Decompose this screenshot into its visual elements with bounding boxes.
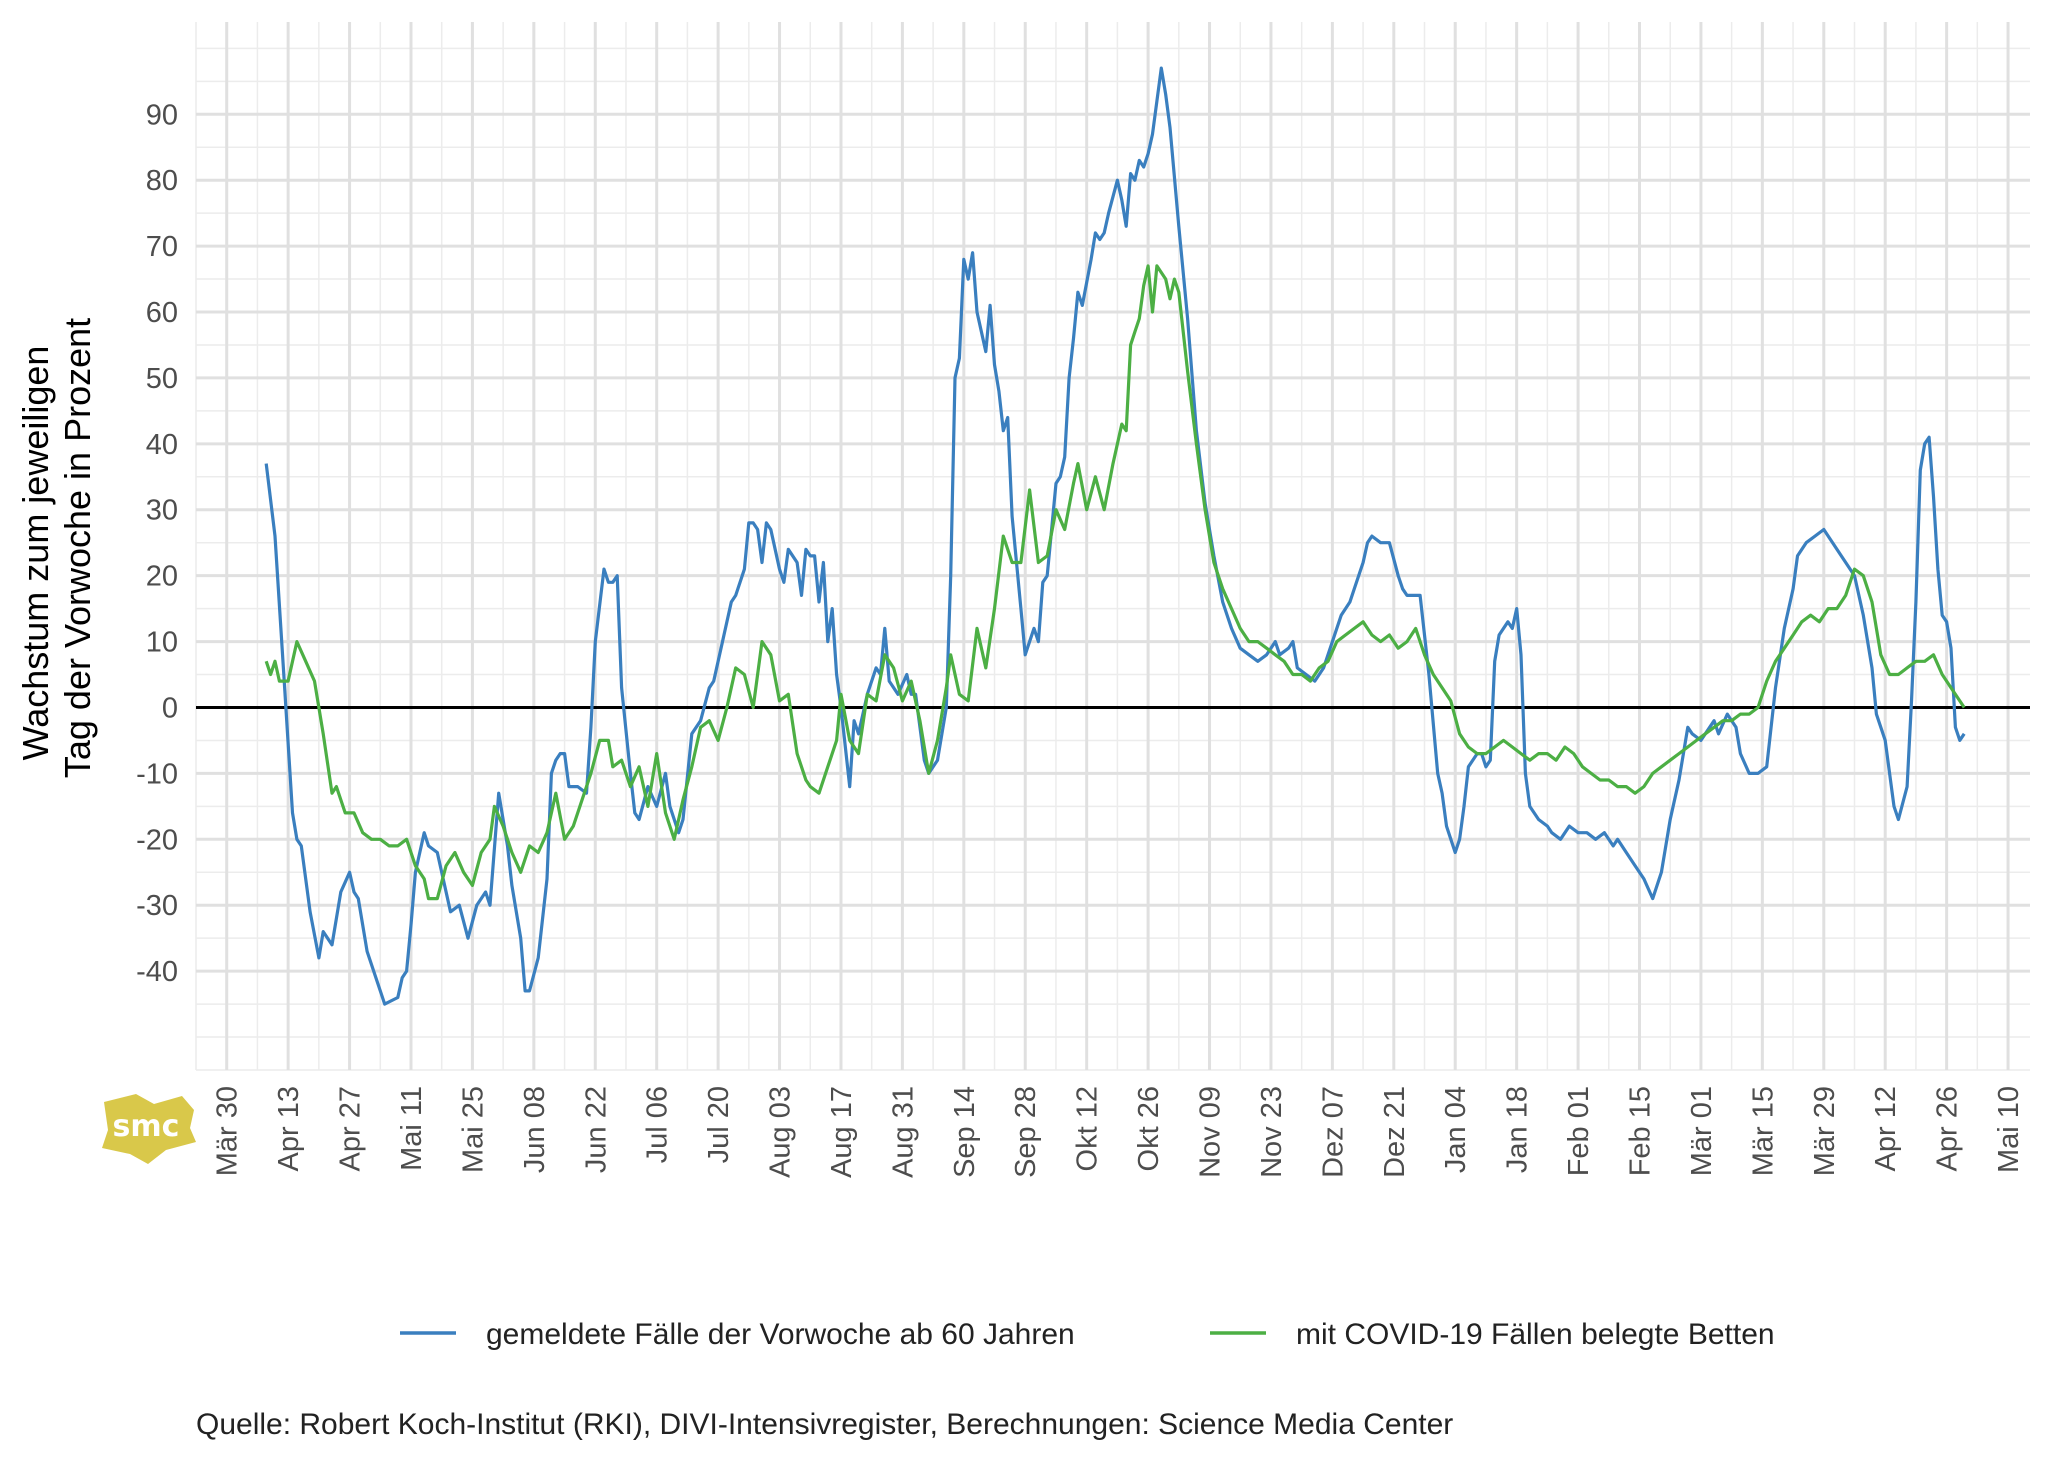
x-tick-label: Apr 13 <box>273 1086 305 1171</box>
series-line-2 <box>264 264 1966 901</box>
x-tick-label: Mär 29 <box>1809 1086 1841 1176</box>
y-tick-label: -10 <box>136 758 178 790</box>
legend: gemeldete Fälle der Vorwoche ab 60 Jahre… <box>400 1318 1775 1351</box>
y-tick-label: -20 <box>136 824 178 856</box>
grid <box>195 22 2030 1071</box>
caption: Quelle: Robert Koch-Institut (RKI), DIVI… <box>196 1408 1453 1441</box>
x-tick-label: Jun 08 <box>519 1086 551 1173</box>
logo-text: smc <box>113 1109 180 1144</box>
y-tick-label: 30 <box>146 495 178 527</box>
x-tick-label: Aug 31 <box>887 1086 919 1178</box>
x-tick-label: Okt 12 <box>1072 1086 1104 1171</box>
legend-label-2: mit COVID-19 Fällen belegte Betten <box>1296 1318 1775 1351</box>
smc-logo: smc <box>102 1094 196 1164</box>
x-tick-label: Aug 03 <box>765 1086 797 1178</box>
x-axis-ticks: Mär 30 Apr 13 Apr 27 Mai 11 Mai 25 Jun 08 Jun … <box>212 1086 2025 1178</box>
y-axis-label-line-1: Wachstum zum jeweiligen <box>15 346 56 761</box>
x-tick-label: Feb 01 <box>1563 1086 1595 1176</box>
y-tick-label: -30 <box>136 890 178 922</box>
series-line-1 <box>264 66 1966 1006</box>
x-tick-label: Mär 30 <box>212 1086 244 1176</box>
y-tick-label: 10 <box>146 627 178 659</box>
y-tick-label: 70 <box>146 231 178 263</box>
x-tick-label: Mär 01 <box>1686 1086 1718 1176</box>
x-tick-label: Jul 06 <box>642 1086 674 1163</box>
x-tick-label: Jan 18 <box>1502 1086 1534 1173</box>
y-axis-ticks: -40 -30 -20 -10 0 10 20 30 40 50 60 70 80 90 <box>136 99 178 988</box>
x-tick-label: Nov 23 <box>1256 1086 1288 1178</box>
x-tick-label: Feb 15 <box>1625 1086 1657 1176</box>
x-tick-label: Jul 20 <box>703 1086 735 1163</box>
y-axis-label: Wachstum zum jeweiligen Tag der Vorwoche… <box>15 318 98 778</box>
y-tick-label: -40 <box>136 956 178 988</box>
x-tick-label: Apr 12 <box>1870 1086 1902 1171</box>
x-tick-label: Apr 26 <box>1932 1086 1964 1171</box>
x-tick-label: Apr 27 <box>335 1086 367 1171</box>
y-axis-label-line-2: Tag der Vorwoche in Prozent <box>57 318 98 778</box>
y-tick-label: 50 <box>146 363 178 395</box>
y-tick-label: 60 <box>146 297 178 329</box>
x-tick-label: Okt 26 <box>1133 1086 1165 1171</box>
x-tick-label: Dez 21 <box>1379 1086 1411 1178</box>
x-tick-label: Mär 15 <box>1747 1086 1779 1176</box>
y-tick-label: 20 <box>146 561 178 593</box>
x-tick-label: Jun 22 <box>580 1086 612 1173</box>
y-tick-label: 40 <box>146 429 178 461</box>
x-tick-label: Mai 11 <box>396 1086 428 1171</box>
series-lines <box>264 66 1966 1006</box>
x-tick-label: Mai 25 <box>457 1086 489 1173</box>
logo-shape <box>102 1094 196 1164</box>
x-tick-label: Sep 14 <box>949 1086 981 1178</box>
x-tick-label: Sep 28 <box>1010 1086 1042 1178</box>
x-tick-label: Aug 17 <box>826 1086 858 1178</box>
x-tick-label: Jan 04 <box>1440 1086 1472 1173</box>
y-tick-label: 90 <box>146 99 178 131</box>
legend-label-1: gemeldete Fälle der Vorwoche ab 60 Jahre… <box>486 1318 1075 1351</box>
y-tick-label: 0 <box>162 692 178 724</box>
x-tick-label: Mai 10 <box>1993 1086 2025 1173</box>
x-tick-label: Nov 09 <box>1195 1086 1227 1178</box>
y-tick-label: 80 <box>146 165 178 197</box>
x-tick-label: Dez 07 <box>1317 1086 1349 1178</box>
